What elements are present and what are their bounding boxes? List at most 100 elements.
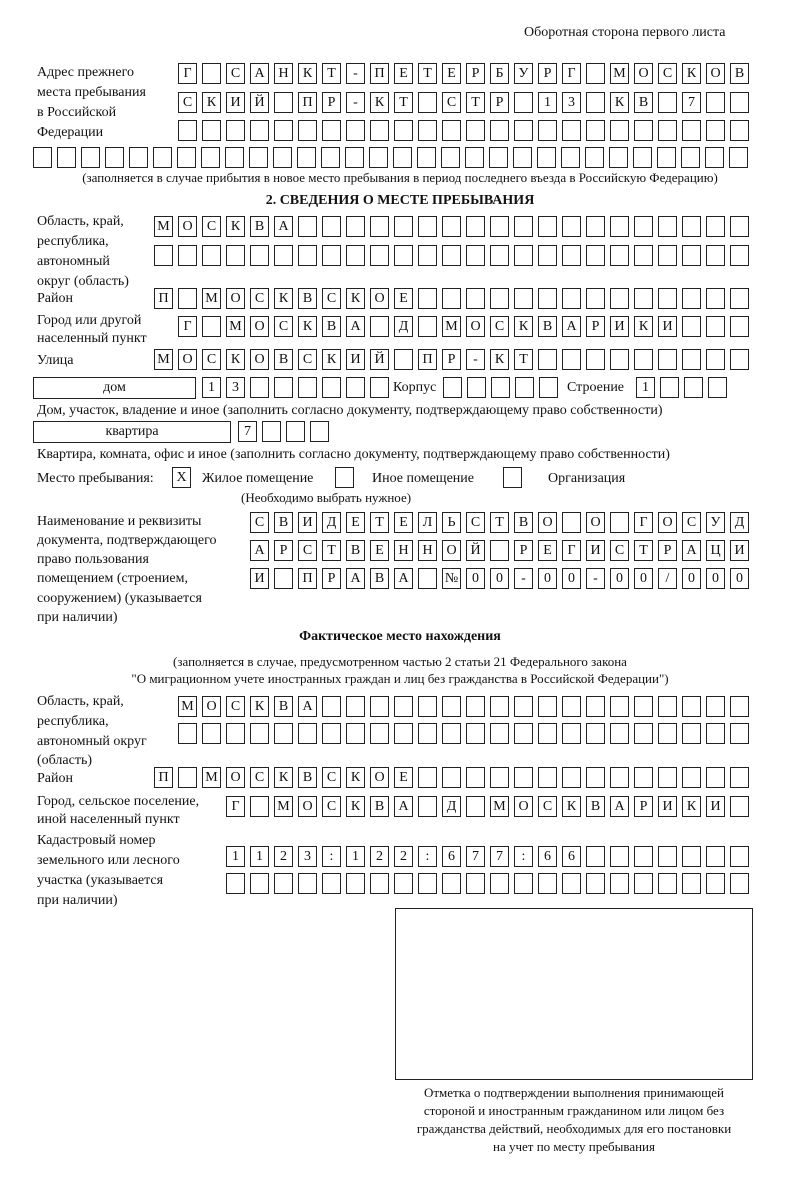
char-cell[interactable]: С [250,767,269,788]
char-cell[interactable] [706,120,725,141]
char-cell[interactable]: С [538,796,557,817]
char-cell[interactable]: К [490,349,509,370]
char-cell[interactable]: А [682,540,701,561]
char-cell[interactable]: В [586,796,605,817]
char-cell[interactable] [610,696,629,717]
char-cell[interactable] [274,92,293,113]
char-cell[interactable]: К [682,796,701,817]
char-cell[interactable] [298,216,317,237]
char-cell[interactable] [514,92,533,113]
char-cell[interactable]: К [346,796,365,817]
char-cell[interactable] [178,245,197,266]
char-cell[interactable]: М [154,216,173,237]
char-cell[interactable]: 3 [562,92,581,113]
char-cell[interactable] [322,120,341,141]
char-cell[interactable]: 6 [538,846,557,867]
char-cell[interactable] [610,245,629,266]
char-cell[interactable] [610,512,629,533]
house-type-field[interactable]: дом [33,377,196,399]
char-cell[interactable] [418,245,437,266]
char-cell[interactable]: Р [322,92,341,113]
char-cell[interactable] [586,92,605,113]
char-cell[interactable] [418,767,437,788]
char-cell[interactable] [467,377,486,398]
char-cell[interactable]: А [346,316,365,337]
char-cell[interactable] [105,147,124,168]
char-cell[interactable]: Н [274,63,293,84]
char-cell[interactable]: Е [370,540,389,561]
char-cell[interactable]: Е [394,512,413,533]
char-cell[interactable]: : [418,846,437,867]
char-cell[interactable]: В [298,288,317,309]
char-cell[interactable]: К [274,288,293,309]
char-cell[interactable] [418,288,437,309]
char-cell[interactable]: С [298,349,317,370]
char-cell[interactable]: С [442,92,461,113]
char-cell[interactable]: О [514,796,533,817]
char-cell[interactable] [682,216,701,237]
char-cell[interactable]: Г [634,512,653,533]
char-cell[interactable]: С [250,512,269,533]
char-cell[interactable] [682,696,701,717]
char-cell[interactable] [634,288,653,309]
char-cell[interactable] [370,696,389,717]
char-cell[interactable]: Г [178,316,197,337]
char-cell[interactable]: Р [658,540,677,561]
char-cell[interactable]: Р [514,540,533,561]
char-cell[interactable]: К [346,288,365,309]
char-cell[interactable]: О [226,288,245,309]
char-cell[interactable]: 7 [238,421,257,442]
char-cell[interactable]: 1 [202,377,221,398]
char-cell[interactable]: А [250,540,269,561]
char-cell[interactable]: 2 [394,846,413,867]
char-cell[interactable] [442,767,461,788]
char-cell[interactable]: П [298,568,317,589]
char-cell[interactable] [562,120,581,141]
char-cell[interactable] [226,120,245,141]
char-cell[interactable]: Р [322,568,341,589]
char-cell[interactable] [418,92,437,113]
char-cell[interactable] [442,723,461,744]
char-cell[interactable]: 0 [466,568,485,589]
char-cell[interactable]: И [658,316,677,337]
char-cell[interactable] [538,120,557,141]
char-cell[interactable] [730,723,749,744]
char-cell[interactable]: В [370,796,389,817]
char-cell[interactable]: Д [394,316,413,337]
char-cell[interactable] [609,147,628,168]
char-cell[interactable] [225,147,244,168]
char-cell[interactable]: М [442,316,461,337]
char-cell[interactable] [634,696,653,717]
char-cell[interactable] [418,568,437,589]
char-cell[interactable]: О [442,540,461,561]
char-cell[interactable] [515,377,534,398]
char-cell[interactable]: 0 [706,568,725,589]
char-cell[interactable]: 0 [610,568,629,589]
char-cell[interactable] [274,377,293,398]
char-cell[interactable] [178,767,197,788]
char-cell[interactable] [273,147,292,168]
char-cell[interactable] [706,846,725,867]
char-cell[interactable] [418,216,437,237]
char-cell[interactable] [586,349,605,370]
char-cell[interactable] [514,245,533,266]
char-cell[interactable] [538,873,557,894]
char-cell[interactable] [585,147,604,168]
char-cell[interactable]: 0 [682,568,701,589]
char-cell[interactable]: К [370,92,389,113]
char-cell[interactable] [178,723,197,744]
char-cell[interactable]: Е [394,288,413,309]
char-cell[interactable] [706,696,725,717]
char-cell[interactable] [394,873,413,894]
char-cell[interactable] [250,120,269,141]
char-cell[interactable] [370,723,389,744]
char-cell[interactable] [706,245,725,266]
char-cell[interactable]: И [346,349,365,370]
char-cell[interactable]: Р [634,796,653,817]
char-cell[interactable] [81,147,100,168]
char-cell[interactable] [682,723,701,744]
char-cell[interactable] [250,377,269,398]
char-cell[interactable] [586,873,605,894]
char-cell[interactable] [490,245,509,266]
char-cell[interactable] [658,723,677,744]
